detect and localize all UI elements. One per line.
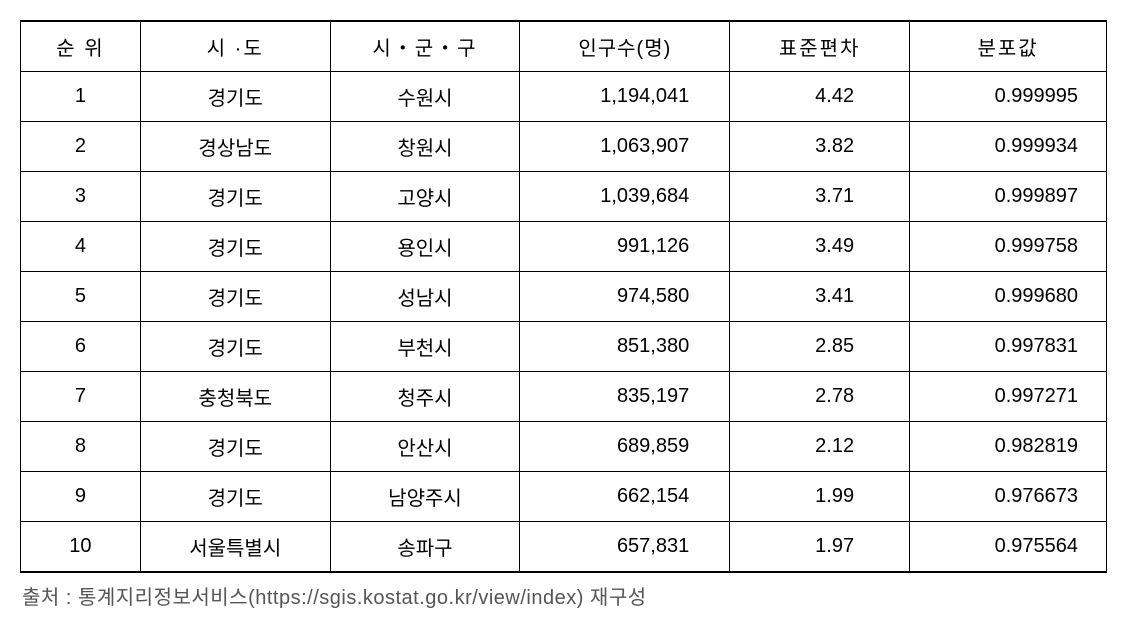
population-table: 순 위 시 ·도 시・군・구 인구수(명) 표준편차 분포값 1경기도수원시1,… [20, 20, 1107, 573]
header-population: 인구수(명) [520, 21, 730, 72]
cell-stddev: 2.85 [730, 322, 910, 372]
cell-dist: 0.976673 [910, 472, 1107, 522]
cell-city: 고양시 [330, 172, 520, 222]
source-text: 출처 : 통계지리정보서비스(https://sgis.kostat.go.kr… [20, 581, 1107, 610]
cell-city: 안산시 [330, 422, 520, 472]
cell-dist: 0.999680 [910, 272, 1107, 322]
cell-stddev: 3.82 [730, 122, 910, 172]
cell-stddev: 2.78 [730, 372, 910, 422]
cell-province: 경기도 [140, 222, 330, 272]
cell-city: 부천시 [330, 322, 520, 372]
header-city: 시・군・구 [330, 21, 520, 72]
cell-population: 689,859 [520, 422, 730, 472]
cell-dist: 0.997831 [910, 322, 1107, 372]
cell-rank: 1 [21, 72, 141, 122]
cell-stddev: 3.49 [730, 222, 910, 272]
cell-province: 경기도 [140, 472, 330, 522]
cell-rank: 6 [21, 322, 141, 372]
cell-dist: 0.999934 [910, 122, 1107, 172]
cell-stddev: 2.12 [730, 422, 910, 472]
table-row: 9경기도남양주시662,1541.990.976673 [21, 472, 1107, 522]
cell-city: 송파구 [330, 522, 520, 573]
cell-population: 1,194,041 [520, 72, 730, 122]
table-row: 5경기도성남시974,5803.410.999680 [21, 272, 1107, 322]
table-row: 1경기도수원시1,194,0414.420.999995 [21, 72, 1107, 122]
cell-population: 851,380 [520, 322, 730, 372]
cell-rank: 2 [21, 122, 141, 172]
cell-rank: 7 [21, 372, 141, 422]
cell-rank: 10 [21, 522, 141, 573]
cell-rank: 4 [21, 222, 141, 272]
cell-stddev: 1.99 [730, 472, 910, 522]
cell-province: 경상남도 [140, 122, 330, 172]
table-row: 4경기도용인시991,1263.490.999758 [21, 222, 1107, 272]
header-rank: 순 위 [21, 21, 141, 72]
cell-population: 662,154 [520, 472, 730, 522]
cell-population: 835,197 [520, 372, 730, 422]
cell-province: 경기도 [140, 322, 330, 372]
table-header: 순 위 시 ·도 시・군・구 인구수(명) 표준편차 분포값 [21, 21, 1107, 72]
cell-city: 성남시 [330, 272, 520, 322]
cell-population: 974,580 [520, 272, 730, 322]
table-row: 3경기도고양시1,039,6843.710.999897 [21, 172, 1107, 222]
table-row: 6경기도부천시851,3802.850.997831 [21, 322, 1107, 372]
header-row: 순 위 시 ·도 시・군・구 인구수(명) 표준편차 분포값 [21, 21, 1107, 72]
cell-province: 서울특별시 [140, 522, 330, 573]
cell-stddev: 3.71 [730, 172, 910, 222]
cell-stddev: 3.41 [730, 272, 910, 322]
cell-dist: 0.999897 [910, 172, 1107, 222]
table-row: 2경상남도창원시1,063,9073.820.999934 [21, 122, 1107, 172]
cell-city: 청주시 [330, 372, 520, 422]
table-row: 7충청북도청주시835,1972.780.997271 [21, 372, 1107, 422]
table-body: 1경기도수원시1,194,0414.420.9999952경상남도창원시1,06… [21, 72, 1107, 573]
cell-rank: 9 [21, 472, 141, 522]
cell-population: 657,831 [520, 522, 730, 573]
cell-dist: 0.982819 [910, 422, 1107, 472]
cell-city: 수원시 [330, 72, 520, 122]
cell-province: 경기도 [140, 272, 330, 322]
cell-rank: 5 [21, 272, 141, 322]
header-stddev: 표준편차 [730, 21, 910, 72]
cell-city: 남양주시 [330, 472, 520, 522]
cell-population: 1,063,907 [520, 122, 730, 172]
cell-dist: 0.999758 [910, 222, 1107, 272]
cell-province: 경기도 [140, 172, 330, 222]
cell-stddev: 4.42 [730, 72, 910, 122]
cell-province: 경기도 [140, 72, 330, 122]
cell-dist: 0.997271 [910, 372, 1107, 422]
cell-city: 창원시 [330, 122, 520, 172]
header-province: 시 ·도 [140, 21, 330, 72]
table-row: 10서울특별시송파구657,8311.970.975564 [21, 522, 1107, 573]
header-dist: 분포값 [910, 21, 1107, 72]
cell-city: 용인시 [330, 222, 520, 272]
cell-province: 충청북도 [140, 372, 330, 422]
cell-dist: 0.999995 [910, 72, 1107, 122]
cell-stddev: 1.97 [730, 522, 910, 573]
cell-population: 1,039,684 [520, 172, 730, 222]
cell-rank: 8 [21, 422, 141, 472]
cell-rank: 3 [21, 172, 141, 222]
cell-province: 경기도 [140, 422, 330, 472]
table-row: 8경기도안산시689,8592.120.982819 [21, 422, 1107, 472]
cell-population: 991,126 [520, 222, 730, 272]
cell-dist: 0.975564 [910, 522, 1107, 573]
